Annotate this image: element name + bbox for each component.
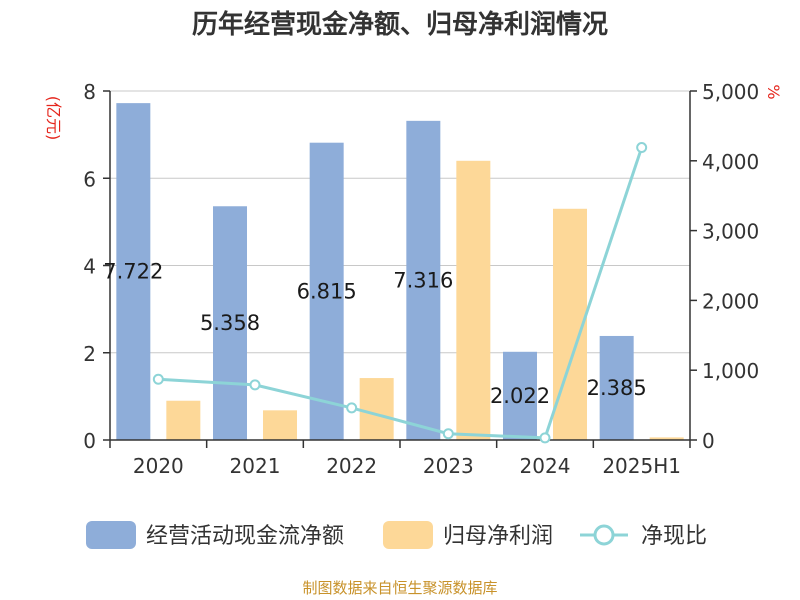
bar-profit-2022 xyxy=(359,378,394,440)
legend-label-cashflow: 经营活动现金流净额 xyxy=(146,524,344,549)
legend-label-ratio: 净现比 xyxy=(641,524,707,549)
legend-label-profit: 归母净利润 xyxy=(443,524,553,549)
bar-cashflow-2020 xyxy=(116,103,151,440)
bar-cashflow-2024 xyxy=(503,351,537,440)
bar-cashflow-2025H1 xyxy=(599,335,634,440)
x-tick-label: 2021 xyxy=(230,454,281,478)
left-tick-label: 0 xyxy=(83,429,96,453)
ratio-line-path xyxy=(158,147,644,440)
data-labels: 7.722 5.358 6.815 7.316 2.022 2.385 xyxy=(103,260,646,408)
left-tick-label: 8 xyxy=(83,80,96,104)
right-tick-label: 5,000 xyxy=(702,80,759,104)
x-tick-label: 2022 xyxy=(326,454,377,478)
bar-profit-2021 xyxy=(263,410,297,440)
left-tick-label: 2 xyxy=(83,342,96,366)
ratio-point-2022 xyxy=(346,402,358,414)
left-tick-label: 4 xyxy=(83,255,96,279)
data-label-cashflow-2020: 7.722 xyxy=(103,260,163,284)
ratio-point-2021 xyxy=(249,379,261,391)
x-tick-label: 2025H1 xyxy=(602,454,681,478)
left-axis-unit: (亿元) xyxy=(44,96,63,141)
ratio-point-2025H1 xyxy=(636,142,648,154)
left-tick-label: 6 xyxy=(83,167,96,191)
legend-swatch-profit xyxy=(383,521,433,549)
chart-title: 历年经营现金净额、归母净利润情况 xyxy=(192,9,608,40)
right-axis-unit: % xyxy=(764,84,783,99)
legend-swatch-cashflow xyxy=(86,521,136,549)
legend: 经营活动现金流净额 归母净利润 净现比 xyxy=(86,521,707,549)
x-tick-label: 2023 xyxy=(423,454,474,478)
bar-cashflow-2021 xyxy=(213,206,247,440)
bar-profit-2023 xyxy=(456,160,491,441)
right-tick-label: 4,000 xyxy=(702,150,759,174)
right-tick-label: 0 xyxy=(702,429,715,453)
data-label-cashflow-2021: 5.358 xyxy=(200,311,260,335)
right-tick-label: 1,000 xyxy=(702,359,759,383)
ratio-point-2020 xyxy=(152,373,164,385)
grid-lines xyxy=(110,90,690,354)
ratio-point-2023 xyxy=(442,428,454,440)
x-tick-label: 2020 xyxy=(133,454,184,478)
data-label-cashflow-2023: 7.316 xyxy=(393,268,453,292)
data-label-cashflow-2022: 6.815 xyxy=(297,279,357,303)
right-tick-label: 3,000 xyxy=(702,220,759,244)
bar-profit-2020 xyxy=(166,400,201,440)
source-note: 制图数据来自恒生聚源数据库 xyxy=(302,579,497,597)
ratio-line xyxy=(152,142,648,444)
data-label-cashflow-2025H1: 2.385 xyxy=(587,376,647,400)
legend-marker-ratio xyxy=(593,524,615,546)
ratio-point-2024 xyxy=(539,432,551,444)
bars xyxy=(116,103,684,441)
axes: 0 2 4 6 8 0 1,000 2,000 3,000 4,000 5,000 2020 2021 2… xyxy=(83,80,759,478)
data-label-cashflow-2024: 2.022 xyxy=(490,384,550,408)
right-tick-label: 2,000 xyxy=(702,289,759,313)
x-tick-label: 2024 xyxy=(520,454,571,478)
bar-profit-2025H1 xyxy=(649,437,684,440)
bar-cashflow-2023 xyxy=(406,120,441,440)
bar-cashflow-2022 xyxy=(309,142,344,440)
